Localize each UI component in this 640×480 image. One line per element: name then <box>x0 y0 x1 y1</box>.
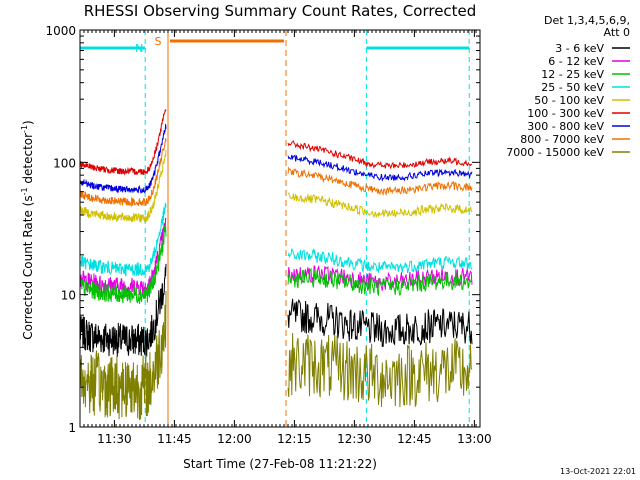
series-line <box>79 150 473 223</box>
series-line <box>79 109 473 176</box>
legend-entry-label: 6 - 12 keV <box>548 55 604 68</box>
y-tick-label: 100 <box>53 156 76 170</box>
x-tick-label: 12:00 <box>217 432 252 446</box>
night-marker-label: N <box>135 42 143 55</box>
y-tick-label: 1000 <box>45 24 76 38</box>
series-line <box>79 138 473 208</box>
legend-header-line-2: Att 0 <box>604 26 630 39</box>
legend-entry-label: 50 - 100 keV <box>534 94 604 107</box>
y-tick-label: 1 <box>68 421 76 435</box>
y-axis-label-main: Corrected Count Rate (s <box>21 195 35 339</box>
saa-marker-label: S <box>155 35 162 48</box>
legend-entry-label: 25 - 50 keV <box>541 81 604 94</box>
chart-title: RHESSI Observing Summary Count Rates, Co… <box>84 2 477 20</box>
legend-entry-label: 12 - 25 keV <box>541 68 604 81</box>
x-tick-label: 12:15 <box>277 432 312 446</box>
legend-entry-label: 800 - 7000 keV <box>520 133 604 146</box>
x-tick-label: 12:30 <box>337 432 372 446</box>
marker-layer: NS <box>79 30 470 427</box>
series-line <box>79 225 473 304</box>
y-axis-label-end: ) <box>21 120 35 125</box>
y-tick-label: 10 <box>61 289 76 303</box>
legend-header-line-1: Det 1,3,4,5,6,9, <box>544 14 630 27</box>
x-tick-label: 13:00 <box>457 432 492 446</box>
y-axis-label-mid: detector <box>21 133 35 188</box>
y-axis-label-sup1: -1 <box>20 187 29 195</box>
series-layer <box>79 109 473 421</box>
axis-layer: 11:30 11:45 12:00 12:15 12:30 12:45 13:00 1 10 10… <box>45 24 491 446</box>
x-axis-label: Start Time (27-Feb-08 11:21:22) <box>183 457 377 471</box>
series-line <box>79 202 473 277</box>
series-line <box>79 263 473 357</box>
legend-entry-label: 300 - 800 keV <box>527 120 604 133</box>
series-line <box>79 124 473 194</box>
timestamp: 13-Oct-2021 22:01 <box>560 467 636 476</box>
series-line <box>79 290 473 421</box>
x-tick-label: 12:45 <box>397 432 432 446</box>
x-tick-label: 11:45 <box>157 432 192 446</box>
legend-entry-label: 100 - 300 keV <box>527 107 604 120</box>
y-axis-label: Corrected Count Rate (s-1 detector-1) <box>20 120 35 339</box>
y-axis-label-sup2: -1 <box>20 125 29 133</box>
legend-entry-label: 7000 - 15000 keV <box>506 146 604 159</box>
legend-entry-label: 3 - 6 keV <box>555 42 604 55</box>
x-tick-label: 11:30 <box>97 432 132 446</box>
